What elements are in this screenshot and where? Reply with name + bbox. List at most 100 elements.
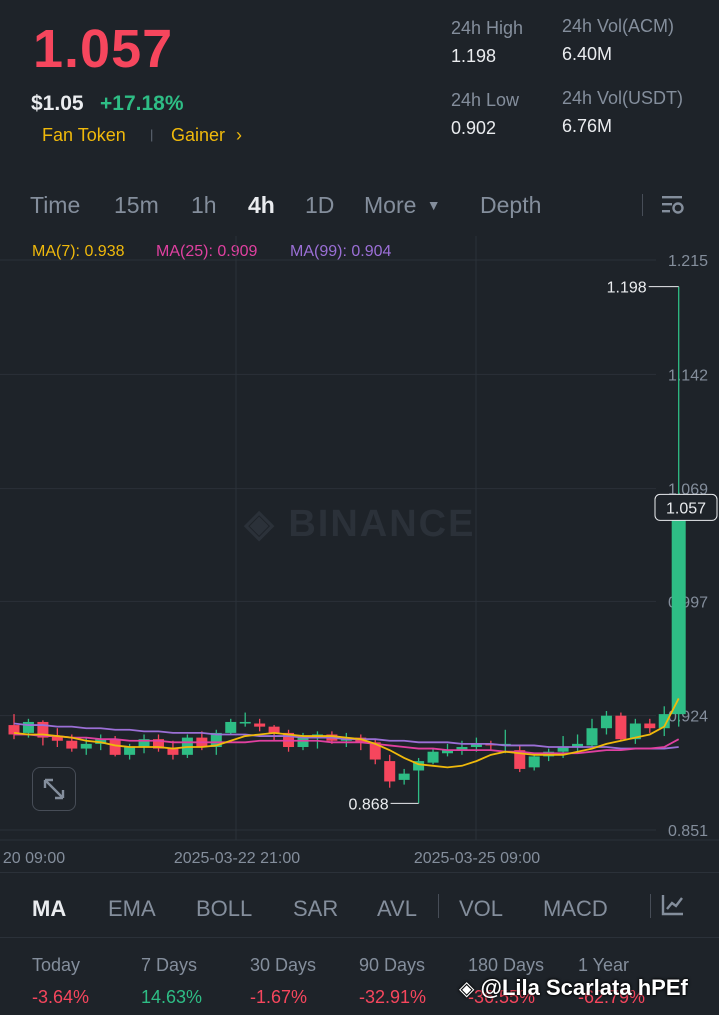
last-price: 1.057	[33, 19, 174, 79]
perf-value: -62.79%	[578, 987, 646, 1007]
candle-body	[644, 723, 656, 729]
tag-fan-token[interactable]: Fan Token	[42, 125, 126, 145]
last-price-box	[654, 493, 718, 521]
candle-body	[384, 761, 396, 782]
stat-24h-vol-base-value: 6.40M	[562, 44, 613, 64]
perf-label: 90 Days	[359, 955, 426, 975]
candle-body	[239, 721, 251, 724]
candle-body	[268, 726, 280, 733]
tab-1d[interactable]: 1D	[305, 192, 335, 218]
indicator-ema[interactable]: EMA	[108, 896, 156, 921]
chart-settings-icon[interactable]	[660, 192, 686, 218]
tab-time[interactable]: Time	[30, 192, 81, 218]
ma7-line	[13, 698, 680, 769]
caret-down-icon: ▼	[426, 197, 441, 213]
indicator-avl[interactable]: AVL	[377, 896, 417, 921]
price-change-percent: +17.18%	[100, 92, 184, 115]
tab-more[interactable]: More ▼	[364, 192, 441, 219]
indicator-tabs: MA EMA BOLL SAR AVL VOL MACD	[0, 880, 719, 932]
candle-body	[297, 737, 309, 748]
y-tick-label: 1.142	[668, 367, 708, 384]
candle-body	[557, 747, 569, 752]
binance-diamond-icon: ◈	[459, 978, 475, 1000]
stat-24h-low-value: 0.902	[451, 118, 497, 138]
perf-value: -32.91%	[359, 987, 427, 1007]
candle-body	[210, 732, 222, 748]
candle-body	[528, 756, 540, 768]
perf-label: Today	[32, 955, 81, 975]
indicator-macd[interactable]: MACD	[543, 896, 608, 921]
fiat-price: $1.05	[31, 92, 84, 115]
candle-body	[572, 743, 584, 748]
high-marker-label: 1.198	[607, 280, 647, 297]
stat-24h-high-label: 24h High	[451, 18, 524, 38]
tab-15m[interactable]: 15m	[114, 192, 159, 218]
ma7-legend: MA(7): 0.938	[32, 243, 125, 260]
indicator-ma[interactable]: MA	[32, 896, 67, 921]
candle-body	[124, 747, 136, 755]
perf-value: -36.55%	[468, 987, 536, 1007]
candle-body	[671, 507, 686, 715]
candle-body	[22, 721, 34, 733]
candle-body	[658, 714, 670, 729]
candle-body	[600, 715, 612, 729]
candle-body	[138, 739, 150, 748]
candle-body	[51, 736, 63, 741]
ma99-line	[13, 722, 679, 750]
stat-24h-vol-quote-value: 6.76M	[562, 116, 613, 136]
x-tick-label: 2025-03-25 09:00	[414, 850, 540, 867]
candle-body	[66, 740, 78, 749]
candle-body	[153, 739, 164, 749]
y-tick-label: 1.215	[668, 253, 708, 270]
perf-label: 1 Year	[578, 955, 630, 975]
overlay-watermark-text: @Lila Scarlata hPEf	[480, 975, 688, 1000]
tab-depth[interactable]: Depth	[480, 192, 542, 218]
candle-body	[254, 723, 266, 727]
section-divider-2	[0, 937, 719, 938]
tab-4h[interactable]: 4h	[248, 192, 275, 218]
candle-body	[225, 721, 237, 733]
stat-24h-low-label: 24h Low	[451, 90, 520, 110]
perf-value: -3.64%	[32, 987, 90, 1007]
candle-body	[427, 751, 439, 763]
stat-24h-vol-base-label: 24h Vol(ACM)	[562, 16, 675, 36]
tab-1h[interactable]: 1h	[191, 192, 217, 218]
x-tick-label: 20 09:00	[3, 850, 65, 867]
overlay-watermark: ◈ @Lila Scarlata hPEf	[459, 975, 688, 1001]
perf-label: 180 Days	[468, 955, 545, 975]
candle-body	[629, 723, 641, 740]
perf-value: 14.63%	[141, 987, 203, 1007]
candle-body	[369, 742, 381, 760]
tab-more-label: More	[364, 192, 417, 218]
indicator-vol[interactable]: VOL	[459, 896, 504, 921]
stat-24h-vol-quote-label: 24h Vol(USDT)	[562, 88, 684, 108]
tag-gainer[interactable]: Gainer ›	[171, 125, 242, 146]
candle-body	[8, 725, 20, 735]
tag-gainer-label: Gainer	[171, 125, 226, 145]
stat-24h-high-value: 1.198	[451, 46, 497, 66]
indicator-divider-2	[650, 894, 651, 918]
candle-body	[167, 748, 179, 755]
section-divider	[0, 872, 719, 873]
fullscreen-button[interactable]	[32, 767, 76, 811]
perf-label: 30 Days	[250, 955, 317, 975]
indicator-settings-icon[interactable]	[660, 892, 686, 918]
ma99-legend: MA(99): 0.904	[290, 243, 392, 260]
candle-body	[398, 773, 410, 780]
candle-body	[456, 747, 468, 751]
binance-watermark: ◈ BINANCE	[244, 503, 476, 545]
chevron-right-icon: ›	[236, 125, 243, 145]
candlestick-chart[interactable]: 1.215 1.142 1.069 0.997 0.924 0.851 20 09:00 20…	[0, 236, 719, 872]
candle-body	[514, 750, 526, 769]
ma25-legend: MA(25): 0.909	[156, 243, 258, 260]
candle-body	[615, 715, 627, 740]
indicator-sar[interactable]: SAR	[293, 896, 339, 921]
candle-body	[37, 721, 49, 738]
perf-label: 7 Days	[141, 955, 198, 975]
indicator-boll[interactable]: BOLL	[196, 896, 253, 921]
low-marker-label: 0.868	[349, 796, 389, 813]
candle-body	[109, 739, 121, 755]
indicator-divider	[438, 894, 439, 918]
expand-icon	[43, 778, 65, 800]
